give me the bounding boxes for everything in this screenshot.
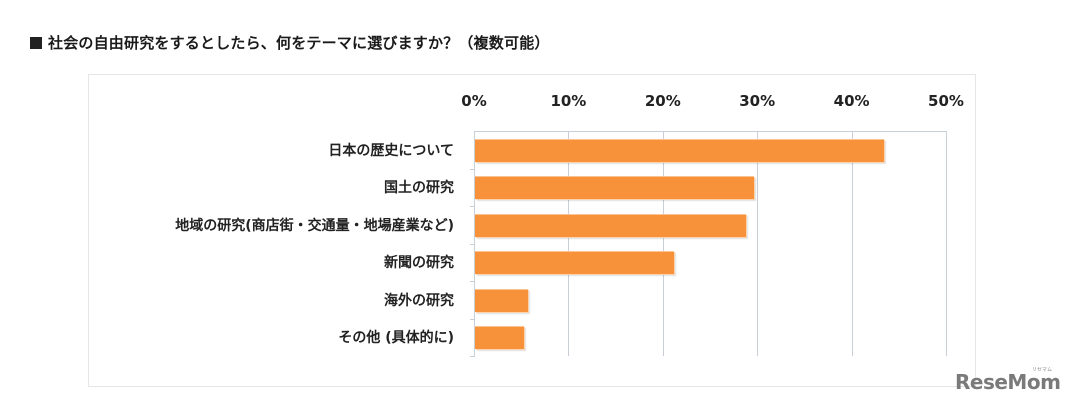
y-tick [470,318,475,320]
category-label: 地域の研究(商店街・交通量・地場産業など) [175,217,454,234]
category-label: 日本の歴史について [328,142,454,159]
resemom-logo: ReseMom [955,370,1061,394]
category-label: 新聞の研究 [384,255,454,272]
bar [475,138,884,162]
y-tick [470,356,475,357]
gridline [851,131,853,356]
y-tick [470,206,475,207]
gridline [946,131,947,356]
gridline [662,131,664,356]
category-label: 海外の研究 [384,292,454,309]
bar [475,251,675,275]
x-tick-label: 10% [550,92,587,110]
x-tick-label: 0% [461,92,487,110]
x-tick-label: 50% [928,92,964,110]
gridline [757,131,759,356]
bar [475,213,746,237]
bar [475,176,755,200]
y-tick [470,281,475,282]
gridline [568,131,570,356]
chart-title: 社会の自由研究をするとしたら、何をテーマに選びますか？（複数可能） [30,32,550,53]
bar [475,288,528,312]
category-label: その他 (具体的に) [338,330,454,347]
y-tick [470,168,475,170]
chart-title-text: 社会の自由研究をするとしたら、何をテーマに選びますか？（複数可能） [48,34,550,52]
x-tick-label: 30% [739,92,776,110]
bar [475,326,525,350]
resemom-logo-sub: リセマム [1032,367,1053,373]
y-tick [470,243,475,245]
x-tick-label: 20% [644,92,681,110]
x-tick-label: 40% [833,92,870,110]
x-axis-line [474,131,946,132]
square-bullet-icon [30,37,42,49]
category-label: 国土の研究 [384,180,454,197]
